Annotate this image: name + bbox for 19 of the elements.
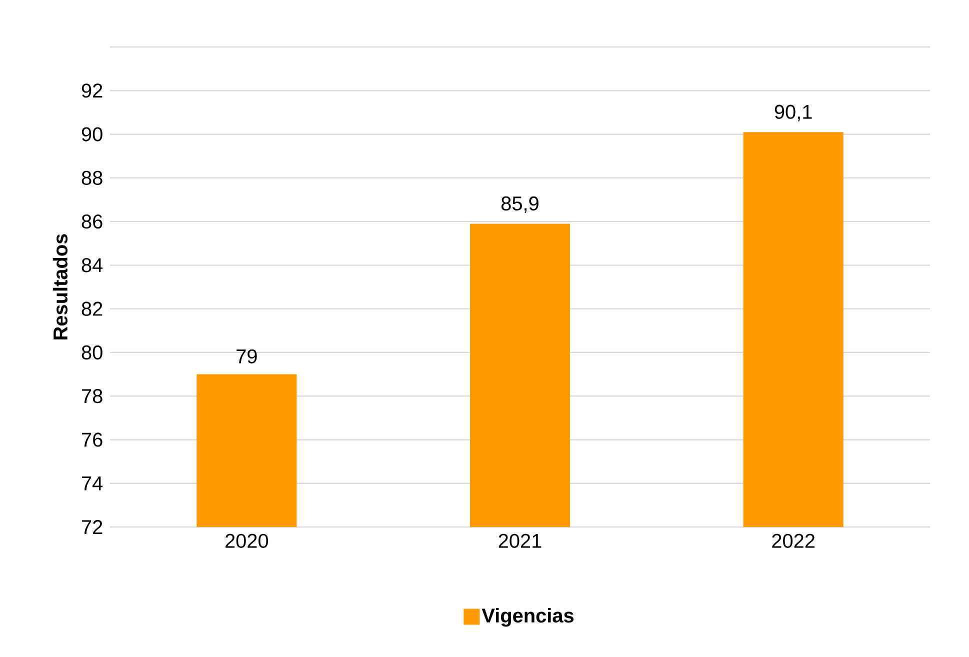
y-tick-label: 72 bbox=[82, 520, 102, 534]
data-label: 90,1 bbox=[774, 104, 812, 122]
y-tick-label: 92 bbox=[82, 84, 102, 98]
data-label: 85,9 bbox=[501, 196, 538, 213]
y-tick-label: 78 bbox=[82, 389, 102, 404]
y-tick-label: 76 bbox=[82, 432, 102, 447]
x-tick-label: 2022 bbox=[772, 534, 814, 548]
y-tick-label: 80 bbox=[82, 345, 102, 360]
y-tick-label: 74 bbox=[82, 476, 103, 490]
legend-label: Vigencias bbox=[482, 608, 574, 627]
y-tick-label: 88 bbox=[82, 170, 102, 185]
y-tick-label: 84 bbox=[82, 258, 103, 272]
y-tick-label: 86 bbox=[82, 214, 102, 229]
y-tick-label: 90 bbox=[82, 127, 102, 142]
y-axis-title: Resultados bbox=[52, 234, 68, 340]
y-tick-label: 82 bbox=[82, 302, 102, 316]
x-tick-label: 2021 bbox=[498, 534, 542, 548]
data-label: 79 bbox=[236, 349, 257, 364]
x-tick-label: 2020 bbox=[226, 534, 268, 548]
